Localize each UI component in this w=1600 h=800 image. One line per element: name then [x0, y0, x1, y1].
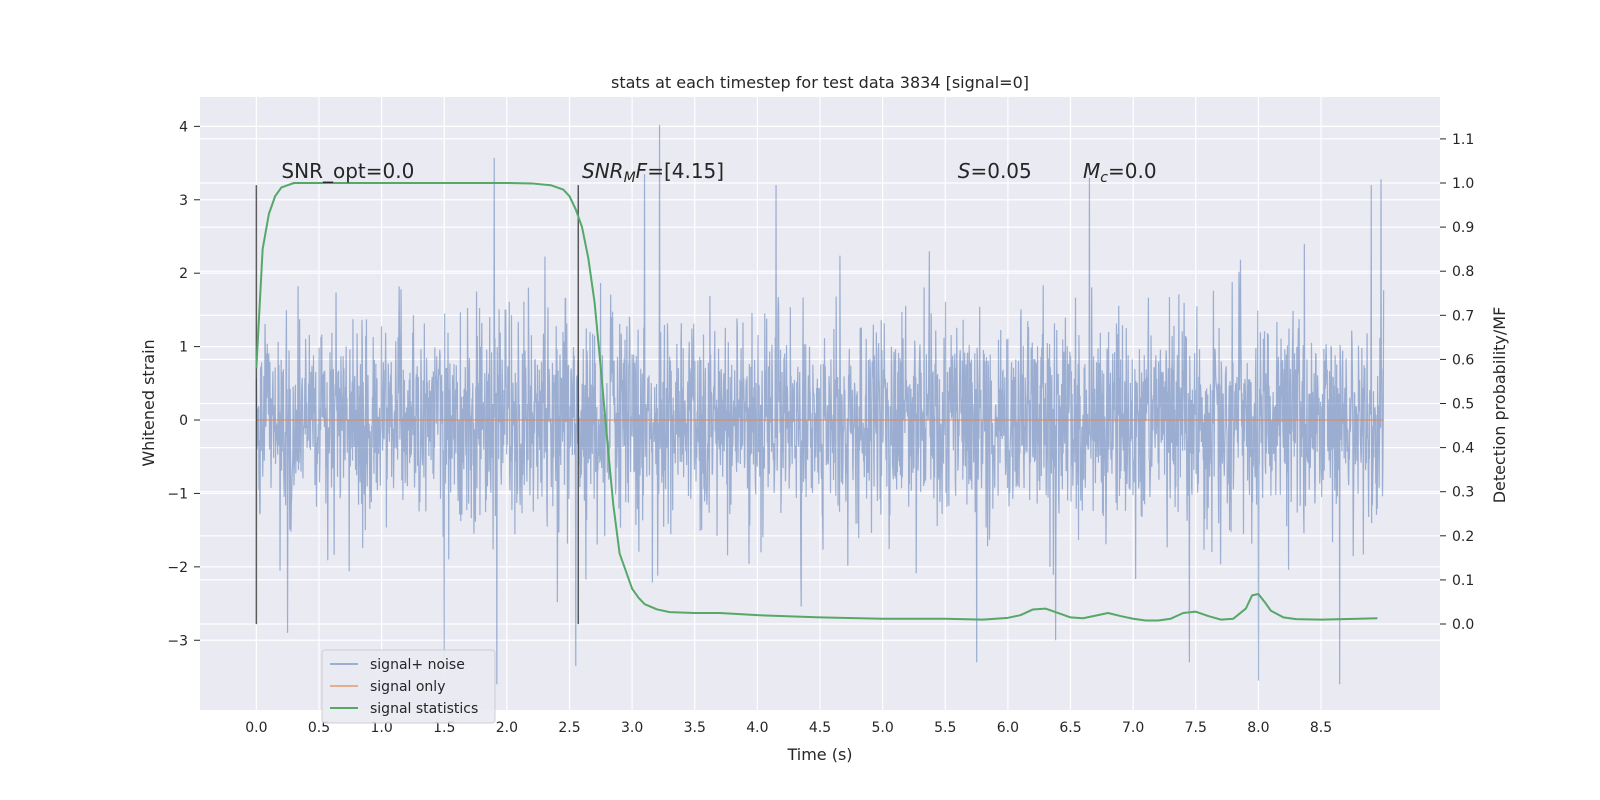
- y2-tick-label: 0.6: [1452, 352, 1474, 368]
- x-tick-label: 1.0: [370, 720, 392, 736]
- x-tick-label: 0.5: [308, 720, 330, 736]
- y-tick-label: −3: [167, 633, 188, 649]
- annotation-mc-value: =0.0: [1108, 159, 1157, 183]
- y2-tick-label: 0.9: [1452, 220, 1474, 236]
- y2-tick-label: 0.7: [1452, 308, 1474, 324]
- annotation-s-main: S: [958, 159, 971, 183]
- x-tick-label: 5.5: [934, 720, 956, 736]
- y2-tick-label: 0.0: [1452, 617, 1474, 633]
- annotation-mc-main: M: [1083, 159, 1100, 183]
- x-tick-label: 3.5: [684, 720, 706, 736]
- x-tick-label: 6.5: [1059, 720, 1081, 736]
- x-tick-label: 8.0: [1247, 720, 1269, 736]
- annotation-snr-mf-value: =[4.15]: [647, 159, 724, 183]
- x-tick-label: 8.5: [1310, 720, 1332, 736]
- x-tick-labels: 0.0 0.5 1.0 1.5 2.0 2.5 3.0 3.5 4.0 4.5 5.0 5.5 6.0 6…: [245, 720, 1332, 736]
- annotation-snr-mf-mid: F: [636, 159, 648, 183]
- y2-tick-label: 1.1: [1452, 132, 1474, 148]
- annotation-snr-mf: SNRMF=[4.15]: [582, 159, 724, 186]
- y-tick-label: 4: [179, 119, 188, 135]
- y-tick-label: −2: [167, 560, 188, 576]
- x-tick-label: 2.0: [496, 720, 518, 736]
- y-tick-label: 3: [179, 193, 188, 209]
- y-axis-label-left: Whitened strain: [139, 339, 158, 466]
- y2-tick-label: 0.8: [1452, 264, 1474, 280]
- y-tick-label: 2: [179, 266, 188, 282]
- x-tick-label: 7.5: [1185, 720, 1207, 736]
- legend-label-signal-only: signal only: [370, 679, 445, 695]
- y2-tick-label: 1.0: [1452, 176, 1474, 192]
- annotation-s-value: =0.05: [970, 159, 1031, 183]
- series-signal-statistics: [255, 182, 1378, 622]
- x-tick-label: 5.0: [871, 720, 893, 736]
- annotation-snr-mf-main: SNR: [582, 159, 624, 183]
- x-tick-label: 4.5: [809, 720, 831, 736]
- legend-label-signal-noise: signal+ noise: [370, 657, 465, 673]
- y2-tick-label: 0.2: [1452, 529, 1474, 545]
- y2-tick-label: 0.5: [1452, 397, 1474, 413]
- annotation-mc-sub: c: [1100, 170, 1108, 186]
- vertical-markers: [255, 185, 580, 625]
- x-tick-label: 1.5: [433, 720, 455, 736]
- legend: signal+ noise signal only signal statist…: [321, 649, 496, 724]
- y2-tick-label: 0.1: [1452, 573, 1474, 589]
- x-tick-label: 7.0: [1122, 720, 1144, 736]
- x-tick-label: 3.0: [621, 720, 643, 736]
- y2-tick-label: 0.4: [1452, 441, 1474, 457]
- annotation-s: S=0.05: [958, 159, 1032, 183]
- y-tick-label: 0: [179, 413, 188, 429]
- x-tick-label: 6.0: [997, 720, 1019, 736]
- x-tick-label: 2.5: [558, 720, 580, 736]
- y-axis-label-right: Detection probability/MF: [1490, 307, 1509, 504]
- annotation-snr-opt: SNR_opt=0.0: [281, 159, 414, 183]
- x-tick-label: 4.0: [746, 720, 768, 736]
- annotation-mc: Mc=0.0: [1083, 159, 1157, 186]
- x-axis-label: Time (s): [786, 745, 852, 764]
- annotation-snr-mf-sub: M: [624, 170, 636, 186]
- x-tick-label: 0.0: [245, 720, 267, 736]
- y-tick-label: 1: [179, 340, 188, 356]
- y2-tick-label: 0.3: [1452, 485, 1474, 501]
- legend-box: [321, 649, 496, 724]
- y-right-tick-labels: 0.0 0.1 0.2 0.3 0.4 0.5 0.6 0.7 0.8 0.9 1.0 1.1: [1440, 132, 1474, 633]
- chart-title: stats at each timestep for test data 383…: [611, 73, 1029, 92]
- legend-label-signal-statistics: signal statistics: [370, 701, 478, 717]
- y-tick-label: −1: [167, 486, 188, 502]
- y-left-tick-labels: −3 −2 −1 0 1 2 3 4: [167, 119, 200, 649]
- signal-statistics-line: [255, 182, 1378, 622]
- annotations: SNR_opt=0.0 SNRMF=[4.15] S=0.05 Mc=0.0: [281, 159, 1156, 186]
